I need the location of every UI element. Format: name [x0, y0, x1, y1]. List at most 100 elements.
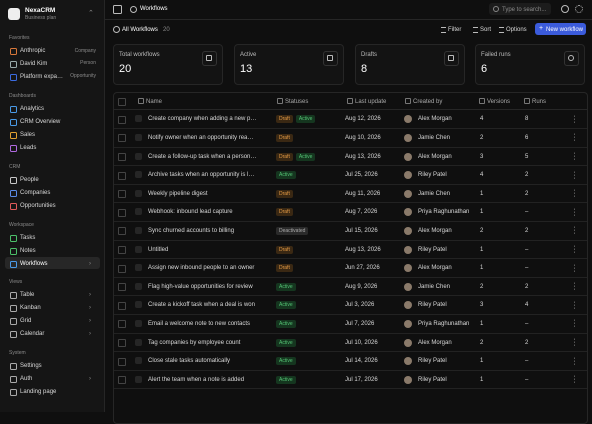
avatar: [404, 226, 412, 235]
row-checkbox[interactable]: [118, 227, 126, 236]
row-menu[interactable]: · · ·: [573, 205, 576, 219]
column-header[interactable]: Runs: [532, 98, 547, 105]
workflow-name[interactable]: Alert the team when a note is added: [148, 376, 245, 383]
row-menu[interactable]: · · ·: [573, 336, 576, 349]
row[interactable]: [114, 110, 587, 129]
row-checkbox[interactable]: [118, 283, 126, 292]
row-checkbox[interactable]: [118, 171, 126, 180]
row[interactable]: [114, 370, 587, 390]
search-box[interactable]: [489, 3, 551, 15]
row[interactable]: [114, 333, 587, 353]
row-menu[interactable]: · · ·: [573, 131, 576, 145]
nav-item[interactable]: Anthropic: [20, 48, 46, 54]
workflow-name[interactable]: Create a follow-up task when a person…: [148, 153, 257, 160]
row[interactable]: [114, 296, 587, 315]
row-checkbox[interactable]: [118, 301, 126, 310]
workflow-name[interactable]: Tag companies by employee count: [148, 339, 241, 346]
nav-item[interactable]: Settings: [20, 363, 42, 369]
row[interactable]: [114, 315, 587, 334]
row-menu[interactable]: · · ·: [573, 150, 576, 163]
row-menu[interactable]: · · ·: [573, 224, 576, 238]
primary-button[interactable]: [535, 23, 586, 35]
workflow-name[interactable]: Sync churned accounts to billing: [148, 227, 235, 234]
row-menu[interactable]: · · ·: [573, 354, 576, 368]
nav-item[interactable]: Notes: [20, 247, 36, 254]
row-menu[interactable]: · · ·: [573, 298, 576, 312]
row[interactable]: [114, 352, 587, 371]
workflow-name[interactable]: Assign new inbound people to an owner: [148, 265, 255, 272]
workflow-name[interactable]: Close stale tasks automatically: [148, 358, 231, 365]
workflow-name[interactable]: Flag high-value opportunities for review: [148, 283, 253, 290]
row-menu[interactable]: · · ·: [573, 373, 576, 387]
row-checkbox[interactable]: [118, 153, 126, 161]
row[interactable]: [114, 203, 587, 222]
settings-icon[interactable]: [575, 5, 583, 13]
switch-icon[interactable]: ⌃: [88, 10, 94, 17]
nav-item[interactable]: Analytics: [20, 106, 45, 112]
sidebar-toggle[interactable]: [113, 5, 122, 14]
action[interactable]: Sort: [480, 26, 492, 33]
column-header[interactable]: Versions: [487, 98, 511, 105]
action[interactable]: Options: [506, 26, 527, 33]
row-menu[interactable]: · · ·: [573, 187, 576, 201]
header-checkbox[interactable]: [118, 97, 126, 106]
row[interactable]: [114, 184, 587, 204]
row-menu[interactable]: · · ·: [573, 280, 576, 294]
workflow-name[interactable]: Webhook: inbound lead capture: [148, 209, 233, 216]
workflow-name[interactable]: Weekly pipeline digest: [148, 190, 208, 197]
row-checkbox[interactable]: [118, 208, 126, 217]
nav-item[interactable]: People: [20, 177, 39, 183]
row-checkbox[interactable]: [118, 320, 126, 329]
row[interactable]: [114, 222, 587, 241]
workflow-name[interactable]: Create a kickoff task when a deal is won: [148, 302, 255, 309]
primary-label[interactable]: New workflow: [546, 26, 584, 33]
row-checkbox[interactable]: [118, 190, 126, 199]
row-checkbox[interactable]: [118, 246, 126, 254]
nav-item[interactable]: Opportunities: [20, 202, 56, 209]
nav-item[interactable]: Grid: [20, 317, 32, 324]
nav-item[interactable]: Workflows: [20, 260, 48, 267]
row-checkbox[interactable]: [118, 339, 126, 347]
nav-item[interactable]: Platform expa…: [20, 73, 64, 80]
nav-item[interactable]: Tasks: [20, 235, 36, 241]
row-checkbox[interactable]: [118, 115, 126, 124]
row-menu[interactable]: · · ·: [573, 261, 576, 275]
column-header[interactable]: Created by: [413, 98, 443, 105]
nav-item[interactable]: Landing page: [20, 388, 57, 395]
row[interactable]: [114, 166, 587, 185]
nav-item[interactable]: Calendar: [20, 330, 45, 337]
row-checkbox[interactable]: [118, 357, 126, 366]
view-icon: [113, 26, 120, 33]
nav-item[interactable]: CRM Overview: [20, 118, 61, 125]
view-name[interactable]: All Workflows: [122, 26, 158, 33]
theme-icon[interactable]: [561, 5, 569, 13]
row-checkbox[interactable]: [118, 376, 126, 385]
column-header[interactable]: Name: [146, 98, 163, 105]
nav-item[interactable]: Table: [20, 292, 35, 298]
row-menu[interactable]: · · ·: [573, 243, 576, 256]
workflow-name[interactable]: Email a welcome note to new contacts: [148, 320, 251, 327]
column-header[interactable]: Statuses: [285, 98, 309, 105]
workflow-name[interactable]: Untitled: [148, 246, 169, 253]
row-checkbox[interactable]: [118, 134, 126, 143]
row-checkbox[interactable]: [118, 264, 126, 273]
nav-item[interactable]: Kanban: [20, 304, 41, 311]
column-header[interactable]: Last update: [355, 98, 387, 105]
row[interactable]: [114, 259, 587, 278]
row[interactable]: [114, 277, 587, 297]
workflow-name[interactable]: Create company when adding a new p…: [148, 116, 257, 123]
workflow-name[interactable]: Archive tasks when an opportunity is l…: [148, 172, 255, 179]
workflow-name[interactable]: Notify owner when an opportunity rea…: [148, 134, 254, 141]
row[interactable]: [114, 147, 587, 167]
nav-item[interactable]: Sales: [20, 131, 36, 138]
action[interactable]: Filter: [448, 26, 462, 33]
row[interactable]: [114, 129, 587, 148]
nav-item[interactable]: Leads: [20, 144, 37, 151]
row[interactable]: [114, 240, 587, 260]
row-menu[interactable]: · · ·: [573, 168, 576, 182]
nav-item[interactable]: David Kim: [20, 60, 48, 67]
nav-item[interactable]: Auth: [20, 375, 33, 382]
row-menu[interactable]: · · ·: [573, 112, 576, 126]
row-menu[interactable]: · · ·: [573, 317, 576, 331]
nav-item[interactable]: Companies: [20, 189, 51, 196]
